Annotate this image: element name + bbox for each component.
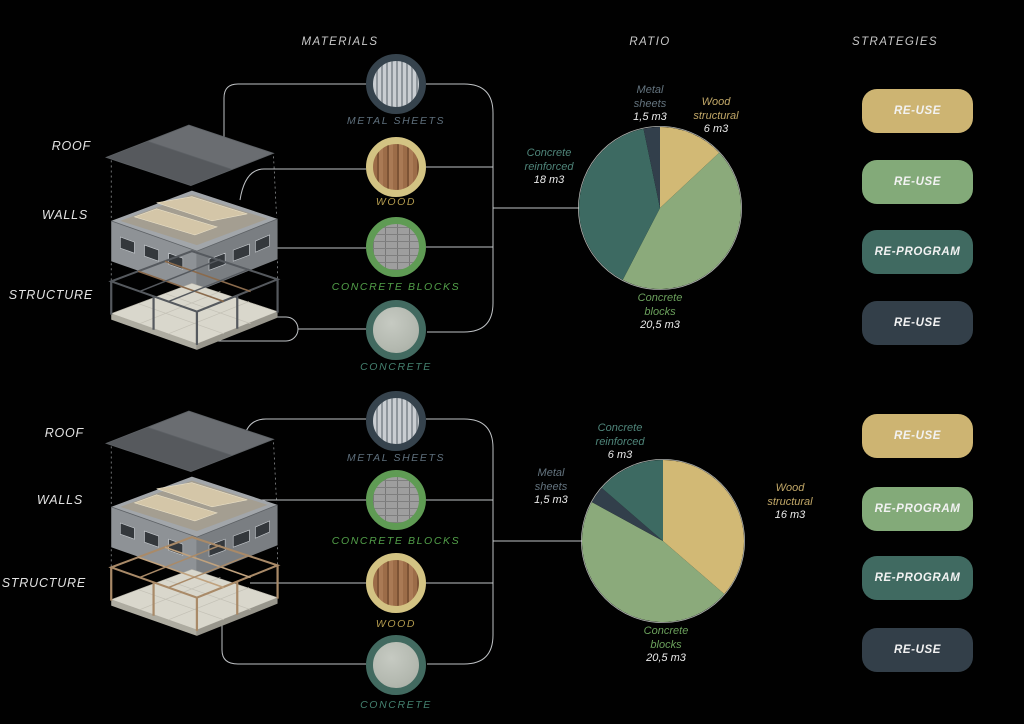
material-circle-concrete-blocks: [366, 217, 426, 277]
material-label: CONCRETE: [360, 699, 432, 711]
header-strategies: STRATEGIES: [852, 36, 938, 48]
material-circle-wood: [366, 553, 426, 613]
strategy-badge-reuse: RE-USE: [862, 628, 973, 672]
pie-label-concrete-reinforced: Concrete reinforced 18 m3: [524, 147, 574, 186]
pie-label-concrete-blocks: Concrete blocks 20,5 m3: [637, 292, 683, 331]
strategy-badge-reuse: RE-USE: [862, 301, 973, 345]
material-circle-wood: [366, 137, 426, 197]
header-ratio: RATIO: [629, 36, 671, 48]
material-label: METAL SHEETS: [346, 452, 446, 464]
pie-chart-bottom: [581, 459, 745, 623]
strategy-badge-reuse: RE-USE: [862, 89, 973, 133]
structure-layer: [108, 250, 281, 350]
building-drawing-steel: [104, 124, 281, 350]
layer-label-walls: WALLS: [36, 493, 83, 507]
pie-label-concrete-blocks: Concrete blocks 20,5 m3: [643, 625, 689, 664]
strategy-badge-reprogram: RE-PROGRAM: [862, 487, 973, 531]
strategy-badge-reuse: RE-USE: [862, 414, 973, 458]
layer-label-roof: ROOF: [51, 139, 91, 153]
building-drawing-timber: [104, 410, 281, 636]
pie-chart-top: [578, 126, 742, 290]
pie-rim: [581, 459, 745, 623]
material-label: CONCRETE BLOCKS: [331, 281, 461, 293]
strategy-badge-reuse: RE-USE: [862, 160, 973, 204]
header-materials: MATERIALS: [301, 36, 379, 48]
material-label: WOOD: [375, 196, 417, 208]
pie-label-metal-sheets: Metal sheets 1,5 m3: [633, 84, 667, 123]
structure-layer: [108, 536, 281, 636]
pie-slice-concrete-blocks: [582, 502, 725, 622]
strategy-badge-reprogram: RE-PROGRAM: [862, 556, 973, 600]
walls-layer: [111, 476, 278, 578]
pie-label-wood-structural: Wood structural 6 m3: [693, 96, 739, 135]
material-label: WOOD: [375, 618, 417, 630]
layer-label-structure: STRUCTURE: [1, 576, 86, 590]
pie-slice-metal-sheets: [643, 127, 660, 208]
layer-label-walls: WALLS: [41, 208, 88, 222]
roof-layer: [104, 124, 275, 187]
layer-label-structure: STRUCTURE: [8, 288, 93, 302]
roof-layer: [104, 410, 275, 473]
material-circle-metal-sheets: [366, 391, 426, 451]
pie-label-metal-sheets: Metal sheets 1,5 m3: [534, 467, 568, 506]
pie-slice-wood-structural: [663, 460, 745, 595]
pie-slice-wood-structural: [660, 127, 720, 208]
pie-rim: [578, 126, 742, 290]
strategy-badge-reprogram: RE-PROGRAM: [862, 230, 973, 274]
material-circle-concrete: [366, 635, 426, 695]
material-label: CONCRETE BLOCKS: [331, 535, 461, 547]
pie-slice-metal-sheets: [591, 487, 663, 541]
walls-layer: [111, 190, 278, 292]
pie-slice-concrete-reinforced: [578, 128, 660, 280]
material-circle-concrete-blocks: [366, 470, 426, 530]
material-circle-metal-sheets: [366, 54, 426, 114]
layer-label-roof: ROOF: [44, 426, 84, 440]
pie-slice-concrete-blocks: [622, 152, 742, 290]
material-circle-concrete: [366, 300, 426, 360]
pie-label-wood-structural: Wood structural 16 m3: [767, 482, 813, 521]
material-label: METAL SHEETS: [346, 115, 446, 127]
pie-label-concrete-reinforced: Concrete reinforced 6 m3: [595, 422, 645, 461]
material-label: CONCRETE: [360, 361, 432, 373]
pie-slice-concrete-reinforced: [601, 460, 663, 541]
